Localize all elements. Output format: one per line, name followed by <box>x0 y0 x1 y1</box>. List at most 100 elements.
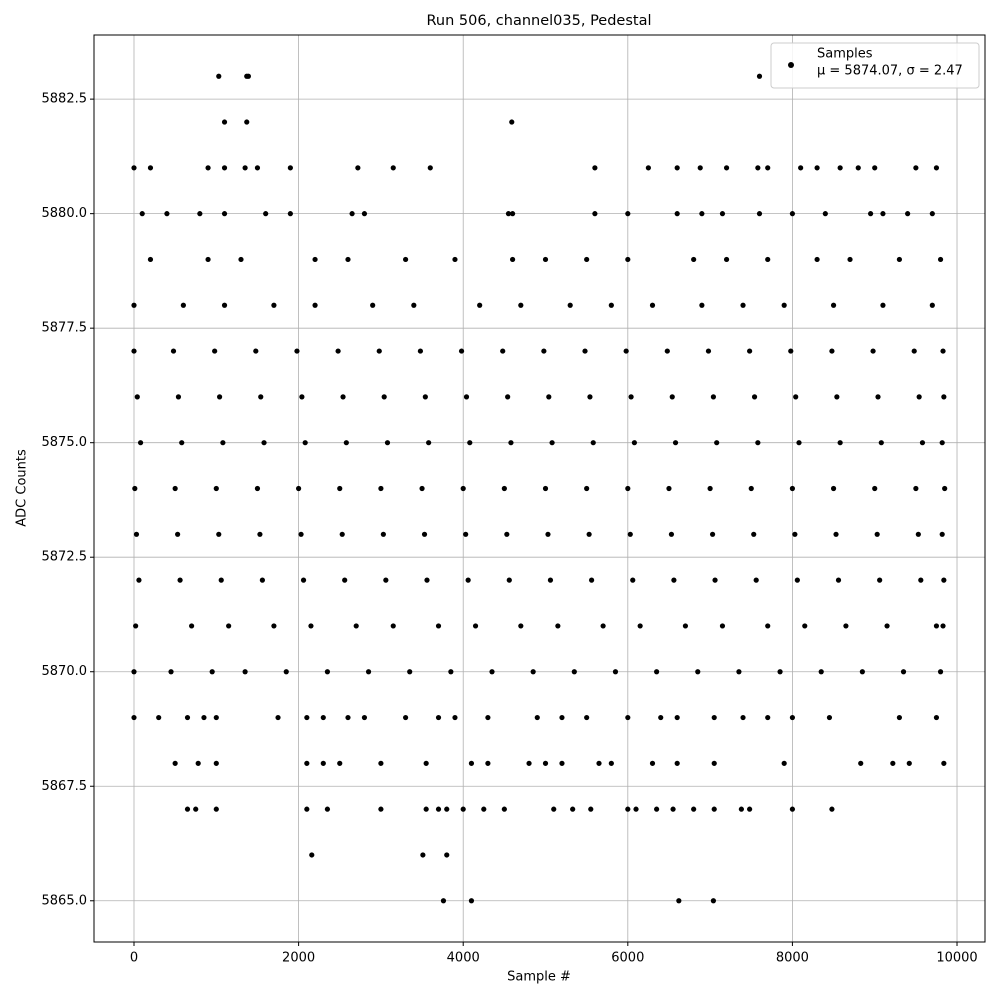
point <box>712 577 718 583</box>
point <box>468 760 475 766</box>
point <box>335 348 341 354</box>
point <box>937 669 944 675</box>
point <box>788 348 794 354</box>
point <box>175 531 181 537</box>
point <box>287 165 293 171</box>
point <box>753 577 759 583</box>
point <box>402 714 409 721</box>
x-tick-label: 0 <box>130 951 138 966</box>
point <box>822 211 828 217</box>
point <box>353 623 359 629</box>
point <box>221 165 228 171</box>
point <box>205 256 211 263</box>
point <box>748 485 754 492</box>
point <box>627 531 633 537</box>
point <box>472 623 479 629</box>
point <box>837 440 843 446</box>
point <box>755 440 761 446</box>
point <box>906 760 912 766</box>
point <box>139 211 145 217</box>
point <box>555 623 561 629</box>
point <box>911 348 917 354</box>
point <box>422 394 428 400</box>
point <box>172 760 178 766</box>
point <box>765 256 771 263</box>
point <box>501 485 507 492</box>
y-tick-label: 5870.0 <box>42 664 88 679</box>
x-tick-label: 8000 <box>776 951 809 966</box>
points <box>131 73 948 904</box>
point <box>420 852 426 858</box>
point <box>695 669 701 675</box>
point <box>423 760 429 766</box>
point <box>826 714 833 721</box>
point <box>723 165 730 171</box>
point <box>919 440 926 446</box>
point <box>781 302 787 308</box>
point <box>672 440 679 446</box>
point <box>242 165 248 171</box>
plot-frame <box>93 34 986 943</box>
point <box>699 211 705 217</box>
point <box>814 256 820 263</box>
point <box>184 806 191 812</box>
point <box>880 211 886 217</box>
point <box>915 531 921 537</box>
point <box>654 806 660 812</box>
point <box>765 623 771 629</box>
point <box>259 577 265 583</box>
point <box>136 577 142 583</box>
point <box>913 165 919 171</box>
point <box>275 714 281 721</box>
point <box>440 898 447 904</box>
point <box>378 760 384 766</box>
point <box>933 714 940 721</box>
point <box>802 623 808 629</box>
point <box>534 714 540 721</box>
point <box>939 531 945 537</box>
point <box>590 440 596 446</box>
point <box>312 256 318 263</box>
point <box>193 806 199 812</box>
point <box>221 302 228 308</box>
point <box>378 485 384 492</box>
point <box>294 348 300 354</box>
point <box>571 669 577 675</box>
point <box>324 669 331 675</box>
point <box>751 531 757 537</box>
point <box>929 302 935 308</box>
point <box>508 440 514 446</box>
point <box>304 760 310 766</box>
point <box>933 165 940 171</box>
point <box>189 623 195 629</box>
point <box>133 623 139 629</box>
point <box>872 165 878 171</box>
point <box>299 394 305 400</box>
point <box>197 211 203 217</box>
legend: Samples μ = 5874.07, σ = 2.47 <box>770 42 980 89</box>
point <box>916 394 922 400</box>
point <box>941 760 947 766</box>
point <box>625 256 631 263</box>
point <box>287 211 293 217</box>
point <box>890 760 896 766</box>
point <box>355 165 361 171</box>
y-tick-label: 5882.5 <box>42 92 88 107</box>
point <box>345 714 351 721</box>
point <box>584 485 590 492</box>
point <box>584 256 590 263</box>
point <box>796 440 802 446</box>
point <box>941 394 947 400</box>
point <box>877 577 883 583</box>
point <box>814 165 820 171</box>
point <box>402 256 409 263</box>
y-tick-label: 5865.0 <box>42 893 88 908</box>
point <box>933 623 940 629</box>
point <box>205 165 211 171</box>
point <box>380 531 386 537</box>
point <box>365 669 372 675</box>
point <box>156 714 162 721</box>
point <box>559 760 565 766</box>
point <box>244 119 250 125</box>
